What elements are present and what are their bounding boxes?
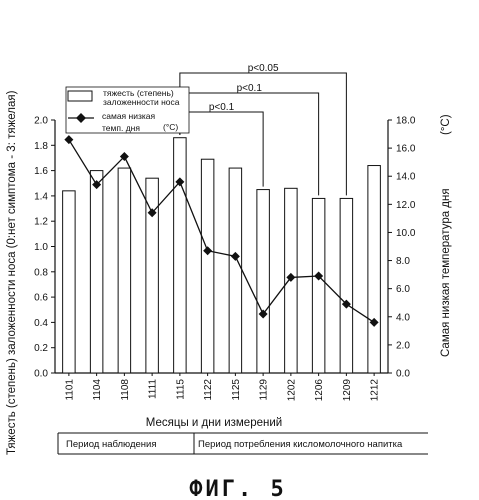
legend-unit: (°C) xyxy=(163,122,178,132)
period-observation-label: Период наблюдения xyxy=(66,439,157,450)
temperature-line xyxy=(68,139,375,323)
temperature-point xyxy=(147,208,157,218)
significance-label: p<0.05 xyxy=(248,63,279,74)
figure-caption: ФИГ. 5 xyxy=(189,477,286,500)
x-tick-label: 1108 xyxy=(120,379,131,401)
left-tick-label: 0.0 xyxy=(34,369,48,380)
temperature-point xyxy=(341,299,351,309)
right-tick-label: 14.0 xyxy=(396,172,416,183)
left-tick-label: 1.4 xyxy=(34,191,48,202)
left-tick-label: 2.0 xyxy=(34,116,48,127)
left-tick-label: 1.8 xyxy=(34,141,48,152)
right-tick-label: 0.0 xyxy=(396,369,410,380)
temperature-point xyxy=(175,177,185,187)
bar xyxy=(62,190,76,374)
right-tick-label: 12.0 xyxy=(396,200,416,211)
x-axis-ticks: 1101 1104 1108 1111 1115 1122 1125 1129 1202 1206… xyxy=(64,373,381,402)
right-tick-label: 2.0 xyxy=(396,340,410,351)
x-tick-label: 1115 xyxy=(175,379,186,400)
y-axis-right-unit: (°C) xyxy=(440,114,452,135)
temperature-series xyxy=(64,135,379,327)
right-axis-ticks: 0.0 2.0 4.0 6.0 8.0 10.0 12.0 14.0 16.0 18.0 xyxy=(388,116,416,380)
legend-line-label-line1: самая низкая xyxy=(102,111,155,121)
significance-bracket xyxy=(179,92,320,196)
legend-bar-label-line2: заложенности носа xyxy=(103,97,180,107)
left-tick-label: 0.4 xyxy=(34,318,48,329)
left-tick-label: 1.2 xyxy=(34,217,48,228)
temperature-point xyxy=(258,309,268,319)
temperature-point xyxy=(314,271,324,281)
bar xyxy=(173,137,187,374)
x-tick-label: 1122 xyxy=(203,379,214,401)
left-tick-label: 0.2 xyxy=(34,343,48,354)
legend-bar-label-line1: тяжесть (степень) xyxy=(103,88,174,98)
temperature-point xyxy=(369,317,379,327)
x-axis-title: Месяцы и дни измерений xyxy=(146,417,282,429)
significance-bracket xyxy=(179,111,264,187)
temperature-point xyxy=(64,135,74,145)
bar xyxy=(256,189,270,374)
temperature-point xyxy=(119,152,129,162)
temperature-point xyxy=(203,246,213,256)
temperature-point xyxy=(92,180,102,190)
legend-bar-swatch xyxy=(67,90,93,102)
right-tick-label: 8.0 xyxy=(396,256,410,267)
x-tick-label: 1206 xyxy=(314,379,325,402)
temperature-point xyxy=(230,251,240,261)
y-axis-right-title: Самая низкая температура дня xyxy=(440,188,452,357)
left-tick-label: 0.6 xyxy=(34,293,48,304)
right-tick-label: 18.0 xyxy=(396,116,416,127)
chart-axes xyxy=(54,120,389,374)
bar xyxy=(367,165,381,374)
bar xyxy=(117,167,132,374)
bar xyxy=(339,197,354,374)
x-tick-label: 1209 xyxy=(342,379,353,402)
legend-diamond-marker xyxy=(76,113,86,123)
left-axis-ticks: 0.0 0.2 0.4 0.6 0.8 1.0 1.2 1.4 1.6 1.8 2.0 xyxy=(34,116,55,380)
significance-label: p<0.1 xyxy=(209,102,235,113)
significance-label: p<0.1 xyxy=(237,83,263,94)
x-tick-label: 1212 xyxy=(370,379,381,402)
x-tick-label: 1129 xyxy=(259,379,270,401)
x-tick-label: 1202 xyxy=(286,379,297,402)
x-tick-label: 1101 xyxy=(64,379,75,401)
x-tick-label: 1111 xyxy=(148,379,159,399)
right-tick-label: 16.0 xyxy=(396,144,416,155)
bar xyxy=(200,158,215,374)
period-row: Период наблюдения Период потребления кис… xyxy=(57,432,428,455)
left-tick-label: 1.0 xyxy=(34,242,48,253)
legend: тяжесть (степень) заложенности носа сама… xyxy=(65,86,190,134)
legend-line-label-line2: темп. дня xyxy=(102,123,140,133)
bar xyxy=(89,170,104,374)
right-tick-label: 4.0 xyxy=(396,312,410,323)
temperature-point xyxy=(286,272,296,282)
x-tick-label: 1125 xyxy=(231,379,242,401)
right-tick-label: 6.0 xyxy=(396,284,410,295)
y-axis-left-title: Тяжесть (степень) заложенности носа (0:н… xyxy=(6,90,18,455)
bar xyxy=(228,167,243,374)
bar-series xyxy=(62,137,381,374)
bar xyxy=(311,197,326,374)
period-consumption-label: Период потребления кисломолочного напитк… xyxy=(198,439,403,450)
left-tick-label: 0.8 xyxy=(34,267,48,278)
x-tick-label: 1104 xyxy=(92,379,103,401)
right-tick-label: 10.0 xyxy=(396,228,416,239)
left-tick-label: 1.6 xyxy=(34,166,48,177)
